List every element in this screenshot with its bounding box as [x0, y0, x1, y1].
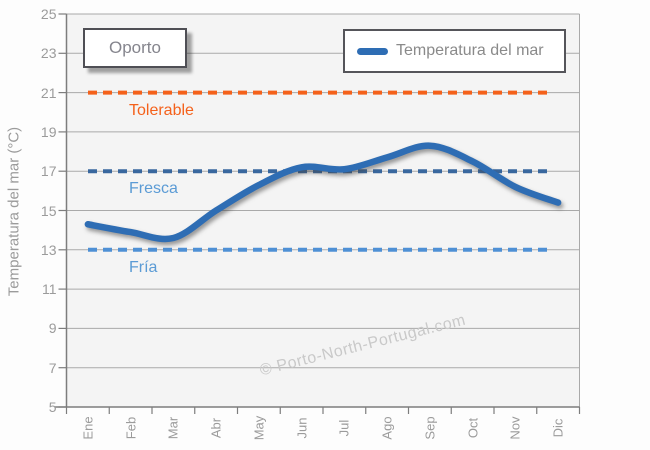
x-tick-label: Dic	[550, 418, 566, 438]
y-tick-label: 9	[48, 320, 57, 337]
threshold-label-fresca: Fresca	[129, 180, 178, 198]
y-tick-label: 13	[40, 241, 57, 258]
x-tick-label: Nov	[507, 416, 523, 440]
x-tick-label: Sep	[422, 416, 438, 440]
location-label: Oporto	[109, 38, 161, 57]
threshold-label-tolerable: Tolerable	[129, 101, 194, 119]
x-tick-label: Ago	[379, 416, 395, 440]
x-tick-label: Ene	[80, 416, 96, 440]
y-tick-label: 5	[48, 399, 57, 415]
y-tick-label: 17	[40, 163, 57, 180]
legend: Temperatura del mar	[343, 29, 566, 73]
location-label-box: Oporto	[83, 28, 187, 68]
axis-lines	[54, 14, 580, 408]
legend-label: Temperatura del mar	[396, 42, 544, 59]
y-tick-label: 15	[40, 202, 57, 219]
y-tick-label: 11	[41, 281, 57, 298]
legend-line-sample	[357, 47, 388, 55]
y-tick-label: 21	[40, 84, 57, 101]
y-tick-label: 23	[40, 45, 57, 62]
axis-ticks	[58, 13, 581, 414]
x-tick-label: Abr	[208, 417, 224, 439]
x-tick-label: Mar	[165, 416, 181, 440]
y-tick-label: 19	[40, 123, 57, 140]
threshold-label-fria: Fría	[129, 258, 158, 276]
x-tick-label: May	[251, 415, 267, 441]
x-tick-label: Jun	[294, 417, 310, 439]
sea-temperature-line	[84, 142, 562, 243]
x-tick-label: Feb	[123, 416, 139, 440]
y-tick-label: 7	[48, 359, 57, 376]
y-tick-label: 25	[40, 6, 57, 22]
threshold-dashed-lines	[88, 90, 553, 252]
y-axis-title: Temperatura del mar (°C)	[5, 126, 23, 297]
x-tick-label: Jul	[336, 419, 352, 437]
x-tick-label: Oct	[465, 417, 481, 439]
